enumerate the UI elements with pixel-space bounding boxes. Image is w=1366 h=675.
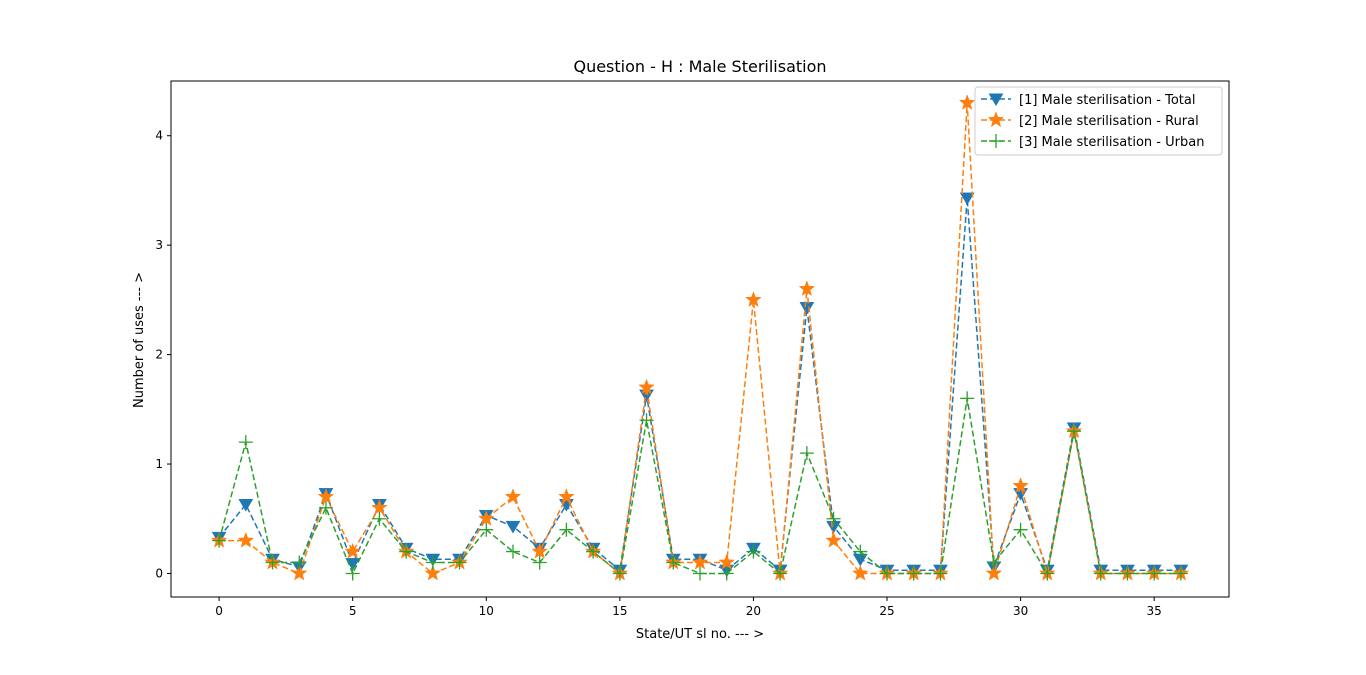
data-point xyxy=(880,566,895,581)
data-point xyxy=(212,533,227,548)
data-point xyxy=(452,555,467,570)
data-point xyxy=(265,555,280,570)
data-point xyxy=(691,553,709,570)
data-point xyxy=(959,192,975,206)
x-tick-label: 10 xyxy=(479,604,494,618)
data-point xyxy=(586,544,601,559)
x-tick-label: 0 xyxy=(215,604,223,618)
data-point xyxy=(505,544,520,559)
data-point xyxy=(505,520,521,534)
x-tick-label: 35 xyxy=(1147,604,1162,618)
data-point xyxy=(958,94,976,110)
data-point xyxy=(425,555,440,570)
data-point xyxy=(292,555,307,570)
data-point xyxy=(1012,477,1029,493)
y-tick-label: 2 xyxy=(155,348,163,362)
data-point xyxy=(960,391,975,406)
series-3 xyxy=(212,391,1188,581)
data-point xyxy=(238,435,253,450)
data-point xyxy=(372,511,387,526)
legend-marker xyxy=(989,134,1003,148)
x-tick-label: 20 xyxy=(746,604,761,618)
data-point xyxy=(612,566,627,581)
data-point xyxy=(985,564,1003,581)
chart-title: Question - H : Male Sterilisation xyxy=(573,57,826,76)
y-tick-label: 0 xyxy=(155,566,163,580)
data-point xyxy=(773,566,788,581)
data-point xyxy=(906,566,921,581)
y-axis-label: Number of uses --- > xyxy=(132,272,147,408)
data-point xyxy=(798,280,816,296)
data-point xyxy=(424,564,442,581)
legend-label: [2] Male sterilisation - Rural xyxy=(1019,114,1199,129)
x-tick-label: 15 xyxy=(612,604,627,618)
data-point xyxy=(399,544,414,559)
data-point xyxy=(1067,424,1082,439)
data-point xyxy=(1120,566,1135,581)
data-point xyxy=(745,291,762,307)
data-point xyxy=(1093,566,1108,581)
legend-marker xyxy=(987,111,1005,128)
data-point xyxy=(853,544,868,559)
legend-marker xyxy=(988,93,1004,107)
legend-entry-2: [2] Male sterilisation - Rural xyxy=(981,111,1199,129)
data-point xyxy=(477,510,495,526)
legend-label: [1] Male sterilisation - Total xyxy=(1019,93,1195,108)
y-tick-label: 4 xyxy=(155,129,163,143)
data-point xyxy=(693,566,707,581)
data-point xyxy=(746,544,761,559)
data-point xyxy=(504,488,522,504)
legend-box xyxy=(974,86,1223,156)
data-point xyxy=(639,413,654,428)
legend-entry-3: [3] Male sterilisation - Urban xyxy=(981,134,1204,150)
data-point xyxy=(290,564,308,581)
data-point xyxy=(531,542,548,559)
x-tick-label: 30 xyxy=(1013,604,1028,618)
x-tick-label: 5 xyxy=(349,604,357,618)
data-point xyxy=(666,555,681,570)
data-point xyxy=(799,302,815,315)
data-point xyxy=(558,488,575,504)
data-point xyxy=(1173,566,1188,581)
data-point xyxy=(1147,566,1162,581)
legend-entry-1: [1] Male sterilisation - Total xyxy=(981,93,1195,108)
data-point xyxy=(318,500,333,515)
data-point xyxy=(852,564,869,581)
data-point xyxy=(345,566,360,581)
data-point xyxy=(933,566,948,581)
series-layer xyxy=(210,94,1190,581)
y-tick-label: 3 xyxy=(155,238,163,252)
data-point xyxy=(1040,566,1055,581)
x-tick-label: 25 xyxy=(879,604,894,618)
data-point xyxy=(371,499,388,515)
data-point xyxy=(799,446,814,461)
data-point xyxy=(719,566,734,581)
data-point xyxy=(826,511,841,526)
plot-frame xyxy=(170,80,1230,598)
data-point xyxy=(237,531,255,548)
data-point xyxy=(825,531,842,548)
data-point xyxy=(559,522,574,537)
y-tick-label: 1 xyxy=(155,457,163,471)
legend: [1] Male sterilisation - Total [2] Male s… xyxy=(974,86,1223,156)
data-point xyxy=(718,553,736,570)
data-point xyxy=(317,488,335,504)
data-point xyxy=(344,542,361,559)
data-point xyxy=(1013,522,1028,537)
axes: 0 5 10 15 20 25 30 35 0 1 2 3 4 xyxy=(155,80,1230,618)
data-point xyxy=(479,522,494,537)
data-point xyxy=(986,555,1001,570)
data-point xyxy=(532,555,547,570)
legend-label: [3] Male sterilisation - Urban xyxy=(1019,135,1204,150)
data-point xyxy=(238,499,254,512)
x-axis-label: State/UT sl no. --- > xyxy=(636,627,764,642)
data-point xyxy=(638,378,655,395)
